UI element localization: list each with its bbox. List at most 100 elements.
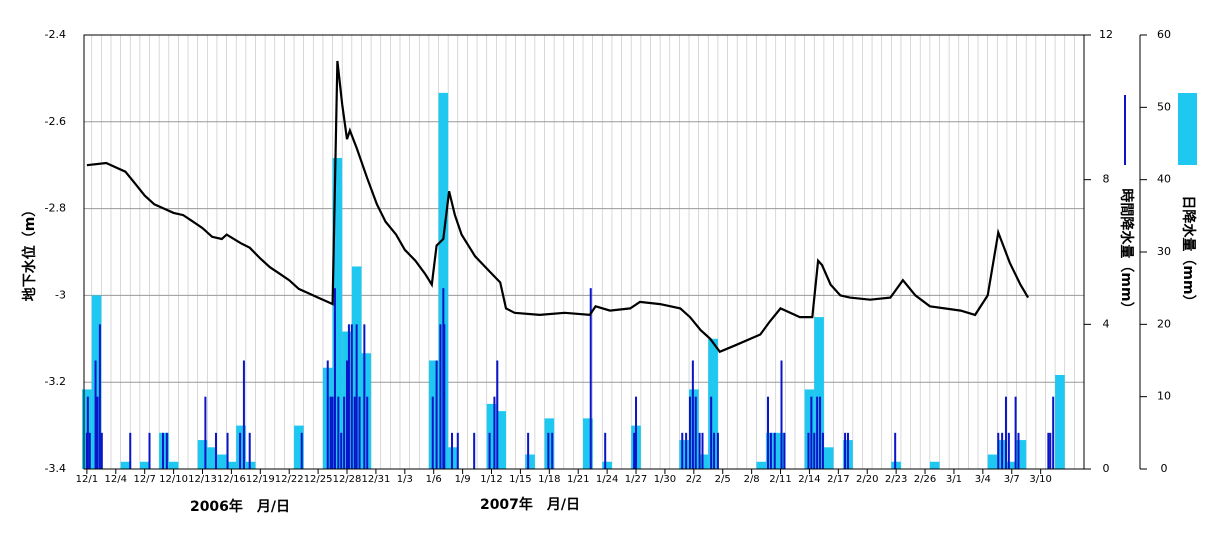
x-tick-label tl: 12/4 [105,474,127,485]
hourly-rain-bar [340,432,343,469]
hourly-rain-bar [589,288,592,469]
hourly-rain-bar [547,432,550,469]
x-tick-label tl: 2/2 [686,474,702,485]
hourly-rain-bar [129,432,132,469]
plot-frame [83,34,1085,470]
y3-tick-label: 0 [1161,462,1168,475]
hourly-rain-bar [846,432,849,469]
daily-rain-bar [120,461,131,469]
y3-tick-label: 20 [1157,317,1171,330]
daily-rain-bar [987,454,998,469]
daily-rain-bar [602,461,612,469]
hourly-rain-bar [363,324,366,469]
hourly-rain-bar [1004,396,1007,469]
x-tick-label tl: 1/6 [426,474,442,485]
y2-tick-label: 0 [1103,462,1110,475]
hourly-rain-bar [333,288,336,469]
hourly-rain-bar [98,324,101,469]
hourly-rain-bar [165,432,168,469]
daily-rain-bar [814,317,824,469]
hourly-rain-bar [358,396,361,469]
x-tick-label tl: 12/19 [246,474,275,485]
x-tick-label tl: 3/10 [1029,474,1051,485]
daily-rain-bar [525,454,535,469]
hourly-rain-bar [701,432,704,469]
hourly-rain-bar [1047,432,1050,469]
hourly-rain-bar [350,324,353,469]
hourly-rain-bar [148,432,151,469]
year-label: 2006年 月/日 [190,498,290,515]
daily-rain-bar [294,425,304,469]
x-tick-label tl: 12/10 [159,474,188,485]
daily-rain-bar [708,338,718,469]
x-tick-label tl: 1/30 [654,474,676,485]
hourly-rain-bar [681,432,684,469]
hourly-rain-bar [161,432,164,469]
y-tick-label: -2.8 [45,202,66,215]
hourly-rain-bar [337,396,340,469]
hourly-rain-bar [773,432,776,469]
hourly-rain-bar [819,396,822,469]
hourly-rain-bar [347,324,350,469]
y3-tick-label: 30 [1157,245,1171,258]
x-tick-label tl: 1/9 [455,474,471,485]
hourly-rain-bar [783,432,786,469]
hourly-rain-bar [248,432,251,469]
y-tick-label: -2.6 [45,115,66,128]
x-tick-label tl: 1/21 [567,474,589,485]
y2-tick-label: 8 [1103,173,1110,186]
x-tick-label tl: 1/15 [509,474,531,485]
hourly-rain-bar [331,396,334,469]
y-tick-label: -3.4 [45,462,66,475]
hourly-rain-bar [300,432,303,469]
hourly-rain-bar [343,396,346,469]
hourly-rain-bar [496,360,499,469]
hourly-rain-bar [769,432,772,469]
x-tick-label tl: 1/18 [538,474,560,485]
hourly-rain-bar [1017,432,1020,469]
legend-daily [1178,93,1197,165]
daily-rain-bar [216,454,227,469]
y2-tick-label: 12 [1099,28,1113,41]
daily-rain-bar [756,461,767,469]
x-tick-label tl: 3/1 [946,474,962,485]
x-tick-label tl: 1/27 [625,474,647,485]
daily-rain-bar [1016,440,1027,469]
hourly-rain-bar [239,432,242,469]
hourly-rain-bar [604,432,607,469]
x-tick-label tl: 12/25 [304,474,333,485]
daily-rain-bar [804,389,815,469]
hourly-rain-bar [551,432,554,469]
hourly-rain-bar [86,396,89,469]
hourly-rain-bar [443,324,446,469]
x-tick-label tl: 3/7 [1004,474,1020,485]
hourly-rain-bar [355,324,358,469]
x-tick-label tl: 12/28 [333,474,362,485]
hourly-rain-bar [997,432,1000,469]
hourly-rain-bar [353,396,356,469]
y3-tick-label: 50 [1157,100,1171,113]
x-tick-label tl: 2/23 [885,474,907,485]
daily-rain-bar [332,157,343,469]
hourly-rain-bar [366,396,369,469]
hourly-rain-bar [1014,396,1017,469]
hourly-rain-bar [821,432,824,469]
x-tick-label tl: 3/4 [975,474,991,485]
y2-tick-label: 4 [1103,317,1110,330]
x-tick-label tl: 12/16 [217,474,246,485]
hourly-rain-bar [329,396,332,469]
hourly-rain-bar [527,432,530,469]
x-tick-label tl: 12/22 [275,474,304,485]
hourly-rain-bar [100,432,103,469]
daily-rain-bar [207,447,217,469]
x-tick-label tl: 2/5 [715,474,731,485]
x-tick-label tl: 2/20 [856,474,878,485]
hourly-rain-bar [346,360,349,469]
x-tick-label tl: 1/24 [596,474,618,485]
hourly-rain-bar [473,432,476,469]
hourly-rain-bar [94,360,97,469]
hourly-rain-bar [633,432,636,469]
daily-rain-bar [139,461,150,469]
daily-rain-bar [823,447,834,469]
hourly-rain-bar [807,432,810,469]
